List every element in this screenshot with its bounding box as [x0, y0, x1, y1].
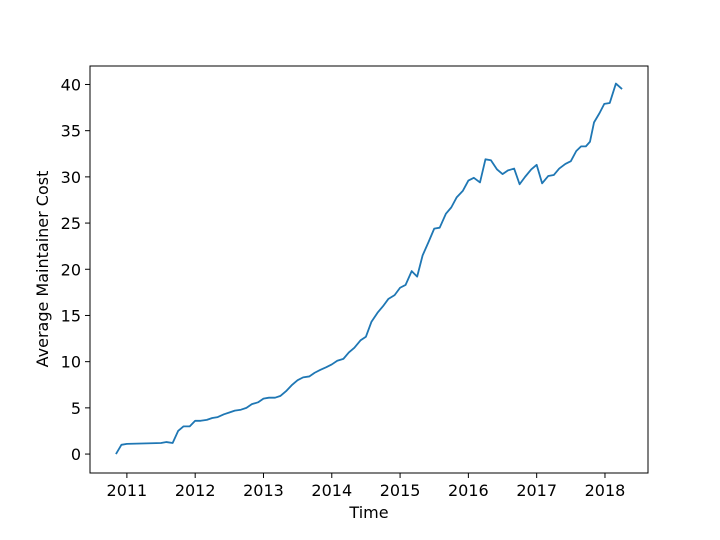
- x-tick-label: 2014: [311, 481, 352, 500]
- x-tick-label: 2013: [243, 481, 284, 500]
- y-tick-label: 15: [61, 306, 81, 325]
- y-axis-label: Average Maintainer Cost: [33, 171, 52, 368]
- x-tick-label: 2015: [380, 481, 421, 500]
- x-tick-label: 2016: [448, 481, 489, 500]
- y-tick-label: 5: [71, 399, 81, 418]
- y-tick-label: 0: [71, 445, 81, 464]
- x-tick-label: 2011: [107, 481, 148, 500]
- x-tick-label: 2018: [585, 481, 626, 500]
- y-tick-label: 30: [61, 168, 81, 187]
- plot-frame: [89, 65, 649, 474]
- line: [115, 82, 623, 455]
- y-tick-label: 35: [61, 122, 81, 141]
- x-tick-label: 2012: [175, 481, 216, 500]
- y-tick-label: 20: [61, 260, 81, 279]
- y-tick-label: 10: [61, 353, 81, 372]
- y-tick-label: 40: [61, 75, 81, 94]
- x-tick-label: 2017: [516, 481, 557, 500]
- x-axis-label: Time: [348, 503, 388, 522]
- y-tick-label: 25: [61, 214, 81, 233]
